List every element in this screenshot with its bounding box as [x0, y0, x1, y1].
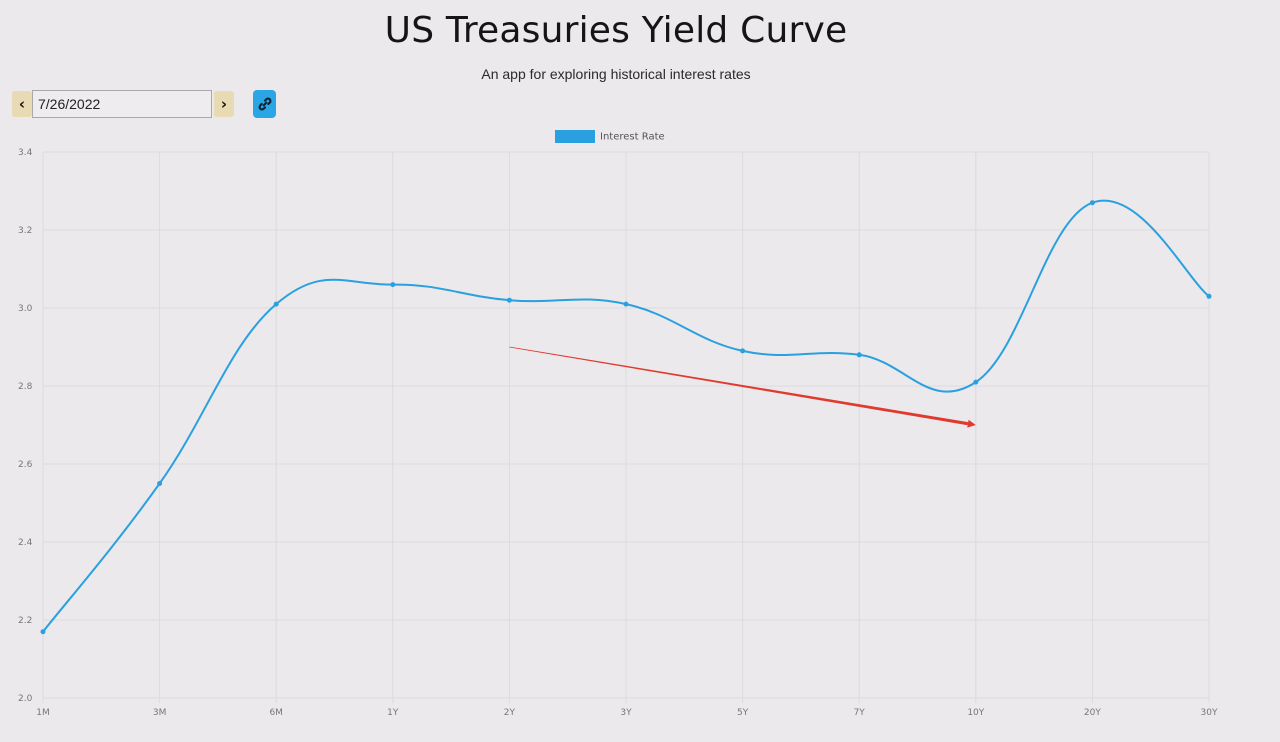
page-title: US Treasuries Yield Curve — [384, 10, 848, 51]
x-tick-label: 7Y — [854, 708, 866, 718]
x-tick-label: 1M — [36, 708, 50, 718]
data-point — [157, 481, 163, 486]
y-tick-label: 3.4 — [18, 148, 33, 158]
chart-axes: 2.0 2.2 2.4 2.6 2.8 3.0 3.2 3.4 1M 3M 6M 1Y 2Y 3Y 5Y 7Y… — [18, 148, 1218, 718]
data-point — [40, 629, 46, 635]
x-tick-label: 6M — [269, 708, 283, 718]
chart-series — [40, 199, 1212, 635]
data-point — [1089, 200, 1095, 206]
x-tick-label: 30Y — [1201, 708, 1218, 718]
y-tick-label: 2.0 — [18, 694, 33, 704]
legend-label: Interest Rate — [600, 132, 665, 143]
link-button[interactable] — [253, 90, 276, 118]
chart-grid — [42, 151, 1210, 703]
x-tick-label: 10Y — [967, 708, 984, 718]
series-line — [42, 199, 1210, 633]
data-point — [623, 301, 629, 307]
x-tick-label: 5Y — [737, 708, 749, 718]
x-tick-label: 1Y — [387, 708, 399, 718]
y-tick-label: 3.0 — [18, 304, 33, 314]
data-point — [390, 282, 396, 288]
data-point — [973, 379, 979, 385]
annotation-arrow-head — [967, 419, 976, 428]
y-tick-label: 3.2 — [18, 226, 32, 236]
x-tick-label: 3M — [153, 708, 167, 718]
legend-swatch — [555, 130, 595, 143]
annotation-arrow-shaft — [509, 346, 969, 426]
link-icon — [258, 97, 271, 111]
yield-curve-chart: 2.0 2.2 2.4 2.6 2.8 3.0 3.2 3.4 1M 3M 6M 1Y 2Y 3Y 5Y 7Y… — [18, 130, 1218, 718]
chart-legend: Interest Rate — [555, 130, 665, 143]
previous-date-button[interactable]: ‹ — [12, 91, 32, 117]
data-point — [273, 301, 279, 307]
data-point — [1206, 293, 1212, 299]
next-date-button[interactable]: › — [214, 91, 234, 117]
y-tick-label: 2.4 — [18, 538, 33, 548]
x-tick-label: 3Y — [620, 708, 632, 718]
x-tick-label: 20Y — [1084, 708, 1101, 718]
data-point — [740, 348, 746, 354]
date-input[interactable] — [32, 90, 212, 118]
data-point — [506, 297, 512, 303]
chart-annotation — [509, 346, 976, 428]
page-subtitle: An app for exploring historical interest… — [481, 66, 751, 82]
y-tick-label: 2.6 — [18, 460, 33, 470]
data-point — [856, 352, 862, 358]
y-tick-label: 2.2 — [18, 616, 32, 626]
y-tick-label: 2.8 — [18, 382, 33, 392]
x-tick-label: 2Y — [504, 708, 516, 718]
